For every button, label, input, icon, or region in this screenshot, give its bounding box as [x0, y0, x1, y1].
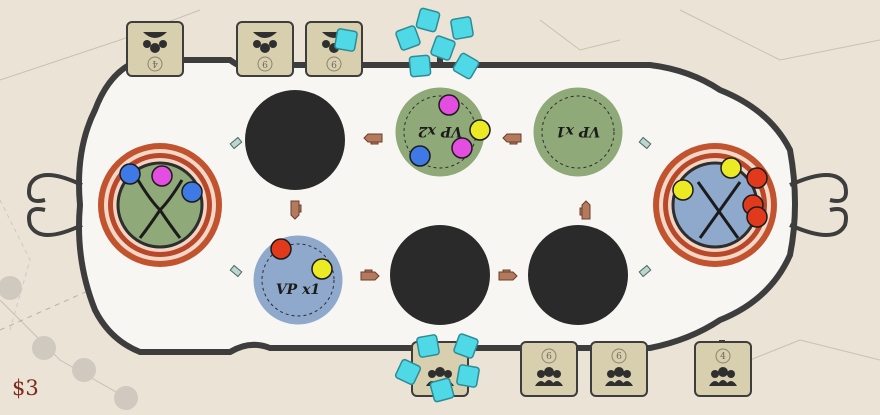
top-tile-1[interactable]: 4	[126, 21, 184, 77]
crossed-staffs-icon	[136, 179, 184, 239]
resource-cube[interactable]	[450, 16, 474, 40]
people-group-icon	[605, 367, 633, 386]
empty-slot[interactable]	[390, 225, 490, 325]
vp-space-bottom-left[interactable]: VP x1	[250, 232, 346, 328]
bottle-icon	[638, 136, 652, 150]
yellow-token[interactable]	[672, 179, 694, 201]
magenta-token[interactable]	[438, 94, 460, 116]
yellow-token[interactable]	[311, 258, 333, 280]
meeple-group-icon	[143, 32, 167, 53]
resource-cube[interactable]	[452, 52, 480, 80]
empty-slot[interactable]	[528, 225, 628, 325]
tile-count: 4	[720, 352, 726, 362]
magenta-token[interactable]	[151, 165, 173, 187]
sailboat-icons	[0, 276, 138, 410]
tile-count: 9	[262, 58, 268, 68]
tile-count: 9	[331, 58, 337, 68]
red-token[interactable]	[746, 167, 768, 189]
people-group-icon	[709, 367, 737, 386]
resource-cube[interactable]	[430, 35, 456, 61]
resource-cube[interactable]	[395, 25, 421, 51]
sailboat-icon	[0, 276, 22, 300]
resource-cube[interactable]	[408, 54, 432, 78]
sailboat-icon	[32, 336, 56, 360]
resource-cube[interactable]	[429, 377, 455, 403]
blue-token[interactable]	[181, 181, 203, 203]
top-tile-2[interactable]: 9	[236, 21, 294, 77]
left-scroll-ornament	[27, 173, 83, 237]
tile-count: 4	[152, 58, 158, 68]
cube-pile-top[interactable]	[334, 7, 480, 80]
tile-count: 6	[546, 352, 552, 362]
people-group-icon	[535, 367, 563, 386]
left-region-space[interactable]	[98, 143, 222, 267]
sailboat-icon	[72, 358, 96, 382]
bottle-icon	[638, 264, 652, 278]
vp-label: VP x1	[276, 282, 320, 298]
empty-slot[interactable]	[245, 90, 345, 190]
cube-pile-bottom[interactable]	[394, 333, 480, 403]
red-token[interactable]	[746, 206, 768, 228]
red-token[interactable]	[270, 238, 292, 260]
vp-label: VP x1	[556, 123, 600, 139]
tile-count: 6	[616, 352, 622, 362]
yellow-token[interactable]	[469, 119, 491, 141]
bottom-tile-1[interactable]: 6	[520, 341, 578, 397]
bottle-icon	[229, 136, 243, 150]
bottom-tile-3[interactable]: 4	[694, 341, 752, 397]
bottom-tile-2[interactable]: 6	[590, 341, 648, 397]
magenta-token[interactable]	[451, 137, 473, 159]
bottle-icon	[229, 264, 243, 278]
vp-label: VP x2	[418, 123, 463, 139]
resource-cube[interactable]	[334, 28, 358, 52]
resource-cube[interactable]	[456, 364, 480, 388]
blue-token[interactable]	[119, 163, 141, 185]
player-tokens[interactable]	[119, 94, 768, 280]
money-counter: $3	[12, 376, 39, 400]
vp-space-top-right[interactable]: VP x1	[530, 84, 626, 180]
resource-cube[interactable]	[394, 358, 422, 386]
meeple-group-icon	[253, 32, 277, 53]
crossed-swords-icon	[696, 181, 742, 239]
sailboat-icon	[114, 386, 138, 410]
yellow-token[interactable]	[720, 157, 742, 179]
resource-cube[interactable]	[416, 334, 440, 358]
right-scroll-ornament	[789, 173, 848, 237]
bottle-icons	[229, 136, 652, 278]
blue-token[interactable]	[409, 145, 431, 167]
resource-cube[interactable]	[453, 333, 479, 359]
resource-cube[interactable]	[415, 7, 441, 33]
